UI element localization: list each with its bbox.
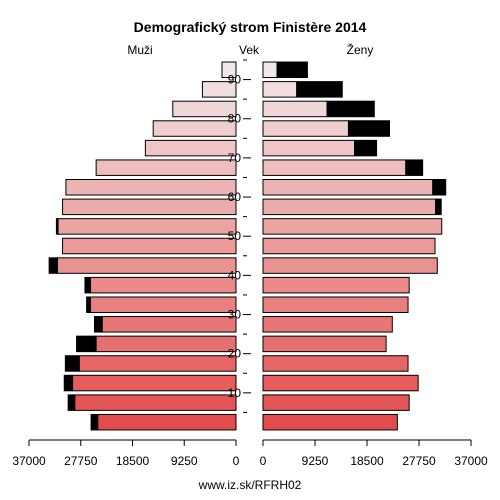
x-tick-label: 9250 (171, 454, 198, 468)
x-tick-label: 0 (233, 454, 240, 468)
age-tick-label: 50 (228, 229, 242, 243)
bar-women-excess-85-89 (296, 81, 343, 98)
bar-women-55-59 (262, 198, 437, 216)
bar-men-60-64 (65, 179, 237, 196)
bar-women-60-64 (262, 179, 434, 196)
bar-men-55-59 (62, 198, 237, 216)
bar-women-15-19 (262, 355, 409, 372)
x-tick-label: 37000 (454, 454, 488, 468)
bar-men-0-4 (97, 413, 237, 431)
bar-women-excess-55-59 (435, 198, 442, 216)
footer-source-text: www.iz.sk/RFRH02 (198, 478, 302, 492)
bar-men-excess-20-24 (76, 335, 97, 353)
bar-men-5-9 (74, 394, 237, 411)
x-tick-label: 9250 (302, 454, 329, 468)
age-tick-label: 60 (228, 190, 242, 204)
bar-men-50-54 (57, 218, 237, 235)
right-axis-label-women: Ženy (347, 42, 374, 57)
bar-women-25-29 (262, 316, 393, 333)
bar-men-65-69 (95, 159, 237, 176)
bar-men-85-89 (201, 81, 237, 98)
left-axis-label-men: Muži (127, 43, 152, 57)
bar-men-90+ (221, 61, 237, 79)
bar-women-50-54 (262, 218, 443, 235)
bar-men-10-14 (72, 374, 237, 392)
x-tick-label: 27750 (402, 454, 436, 468)
center-axis-label-age: Vek (239, 43, 260, 57)
bar-men-35-39 (90, 276, 237, 294)
bar-women-10-14 (262, 374, 419, 392)
bar-women-80-84 (262, 100, 328, 118)
x-tick-label: 18500 (350, 454, 384, 468)
chart-title: Demografický strom Finistère 2014 (134, 19, 367, 35)
bar-men-excess-10-14 (63, 374, 74, 392)
bar-men-excess-30-34 (86, 296, 92, 313)
bars-group (48, 61, 447, 431)
bar-men-excess-0-4 (90, 413, 99, 431)
bar-men-40-44 (57, 257, 237, 274)
bar-women-40-44 (262, 257, 438, 274)
bar-women-90+ (262, 61, 278, 79)
bar-women-35-39 (262, 276, 410, 294)
x-tick-label: 37000 (12, 454, 46, 468)
bar-women-45-49 (262, 237, 436, 255)
bar-women-excess-60-64 (432, 179, 447, 196)
bar-women-excess-65-69 (405, 159, 424, 176)
bar-men-excess-35-39 (84, 276, 92, 294)
bar-women-excess-90+ (276, 61, 308, 79)
bar-men-excess-40-44 (48, 257, 59, 274)
bar-men-70-74 (144, 139, 237, 157)
bar-men-excess-15-19 (64, 355, 80, 372)
age-tick-label: 40 (228, 268, 242, 282)
bar-men-20-24 (95, 335, 237, 353)
axes-group: 37000 27750 18500 9250 0 0 9250 18500 27750 37000… (12, 59, 488, 468)
bar-women-70-74 (262, 139, 356, 157)
bar-women-30-34 (262, 296, 409, 313)
bar-women-5-9 (262, 394, 410, 411)
bar-women-0-4 (262, 413, 398, 431)
bar-men-45-49 (62, 237, 237, 255)
x-tick-label: 18500 (116, 454, 150, 468)
bar-women-excess-80-84 (326, 100, 375, 118)
age-tick-label: 90 (228, 73, 242, 87)
bar-men-25-29 (101, 316, 237, 333)
age-tick-label: 80 (228, 112, 242, 126)
x-tick-label: 27750 (64, 454, 98, 468)
bar-women-20-24 (262, 335, 387, 353)
x-tick-label: 0 (260, 454, 267, 468)
bar-women-85-89 (262, 81, 298, 98)
bar-men-80-84 (172, 100, 237, 118)
bar-women-65-69 (262, 159, 407, 176)
age-tick-label: 30 (228, 308, 242, 322)
age-tick-label: 20 (228, 347, 242, 361)
bar-women-75-79 (262, 120, 349, 137)
age-tick-label: 10 (228, 386, 242, 400)
bar-men-15-19 (78, 355, 237, 372)
bar-men-excess-5-9 (67, 394, 76, 411)
bar-women-excess-70-74 (354, 139, 378, 157)
bar-men-excess-25-29 (93, 316, 103, 333)
bar-men-75-79 (152, 120, 237, 137)
age-tick-label: 70 (228, 151, 242, 165)
bar-women-excess-75-79 (347, 120, 390, 137)
bar-men-30-34 (90, 296, 237, 313)
